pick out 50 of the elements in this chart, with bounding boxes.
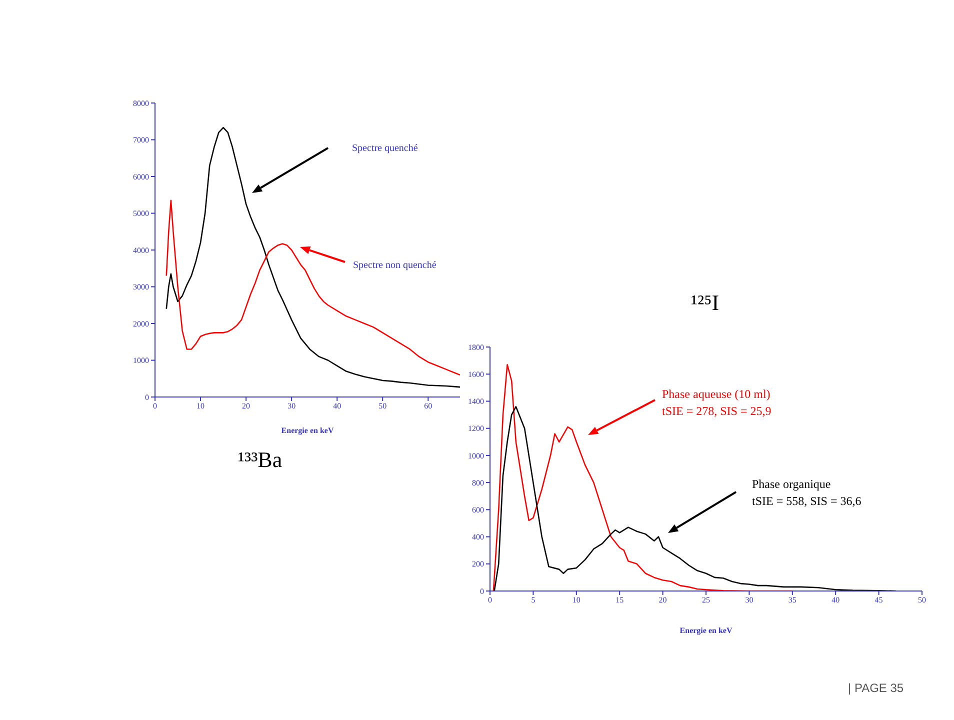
y-tick-label: 200 [472, 560, 484, 569]
x-tick-label: 0 [153, 402, 157, 411]
annotation: tSIE = 278, SIS = 25,9 [662, 404, 772, 418]
y-tick-label: 1400 [468, 397, 484, 406]
y-tick-label: 1200 [468, 424, 484, 434]
x-tick-label: 50 [918, 596, 926, 605]
x-tick-label: 35 [788, 596, 796, 605]
line-series [166, 200, 460, 376]
y-tick-label: 0 [145, 392, 149, 402]
annotation: tSIE = 558, SIS = 36,6 [752, 494, 862, 508]
y-tick-label: 1800 [468, 342, 484, 352]
annotation: Spectre quenché [352, 143, 418, 154]
x-tick-label: 25 [702, 596, 710, 605]
y-tick-label: 0 [480, 586, 484, 596]
x-axis-title: Energie en keV [680, 626, 732, 635]
y-tick-label: 1000 [468, 451, 484, 460]
x-tick-label: 10 [196, 402, 205, 411]
text: | PAGE 35 [848, 681, 904, 695]
x-tick-label: 45 [874, 596, 883, 605]
x-tick-label: 5 [531, 596, 536, 605]
text: ¹³³Ba [238, 447, 282, 472]
x-tick-label: 20 [242, 402, 250, 411]
x-tick-label: 30 [745, 596, 754, 605]
y-tick-label: 600 [472, 506, 484, 515]
x-tick-label: 20 [658, 596, 667, 605]
line-series [166, 126, 460, 388]
x-tick-label: 10 [572, 596, 580, 605]
x-tick-label: 0 [488, 596, 492, 605]
x-axis-title: Energie en keV [281, 426, 334, 435]
y-tick-label: 2000 [133, 319, 149, 328]
text: Phase aqueuse (10 ml) [662, 387, 770, 401]
x-tick-label: 30 [288, 402, 296, 411]
text: Phase organique [752, 477, 831, 491]
y-tick-label: 5000 [133, 209, 149, 218]
y-tick-label: 400 [472, 532, 484, 542]
x-tick-label: 50 [378, 402, 387, 411]
y-tick-label: 7000 [133, 136, 149, 145]
y-tick-label: 8000 [133, 98, 149, 108]
y-tick-label: 6000 [133, 172, 149, 182]
chart-title: ¹²⁵I [690, 290, 720, 315]
y-tick-label: 1000 [133, 356, 149, 366]
y-tick-label: 4000 [133, 246, 149, 255]
annotation: Spectre non quenché [353, 260, 437, 271]
x-tick-label: 40 [333, 402, 342, 411]
x-tick-label: 60 [424, 402, 432, 411]
y-tick-label: 3000 [133, 282, 149, 292]
y-tick-label: 1600 [468, 370, 484, 379]
y-tick-label: 800 [472, 478, 484, 488]
x-tick-label: 15 [616, 596, 624, 605]
x-tick-label: 40 [832, 596, 840, 605]
